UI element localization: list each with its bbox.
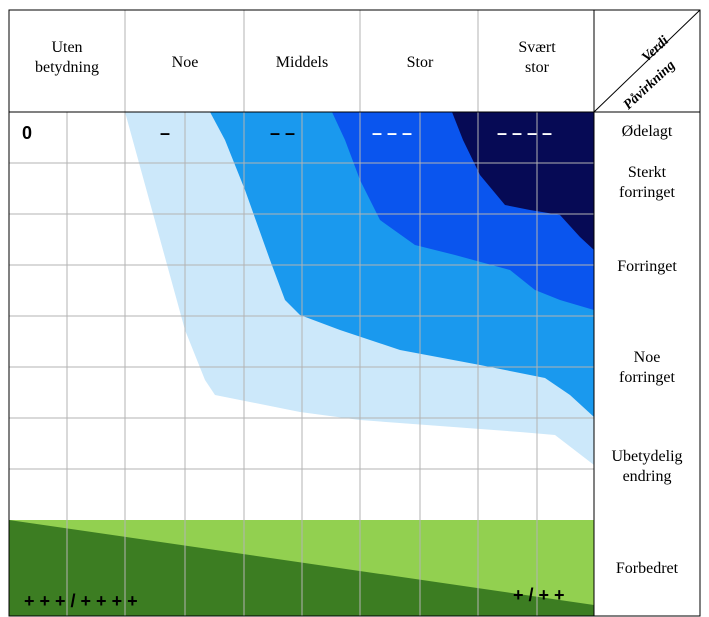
col-label-stor: Stor [407, 54, 434, 71]
marker-svaert-stor: – – – – [497, 123, 552, 143]
marker-middels: – – [270, 123, 295, 143]
marker-plus-right: + / + + [513, 585, 565, 605]
marker-noe: – [160, 123, 170, 143]
marker-stor: – – – [372, 123, 412, 143]
col-label-middels: Middels [276, 54, 328, 71]
row-label-forbedret: Forbedret [616, 560, 679, 577]
row-label-noe-forringet: Noe forringet [619, 349, 676, 386]
borders [8, 9, 701, 617]
row-label-odelagt: Ødelagt [622, 123, 673, 140]
grid [9, 112, 594, 616]
corner-diagonal [593, 9, 701, 113]
marker-plus-left: + + + / + + + + [24, 591, 138, 611]
row-label-sterkt-forringet: Sterkt forringet [619, 164, 676, 201]
row-label-forringet: Forringet [617, 258, 677, 275]
row-label-ubetydelig-endring: Ubetydelig endring [611, 448, 682, 485]
col-label-svaert-stor: Svært stor [518, 39, 556, 76]
band-svaert-stor [452, 112, 594, 250]
col-label-uten: Uten betydning [35, 39, 99, 76]
marker-zero: 0 [22, 123, 32, 143]
grid-major [9, 10, 594, 616]
col-label-noe: Noe [172, 54, 199, 71]
corner-label-pavirkning: Påvirkning [621, 58, 678, 113]
